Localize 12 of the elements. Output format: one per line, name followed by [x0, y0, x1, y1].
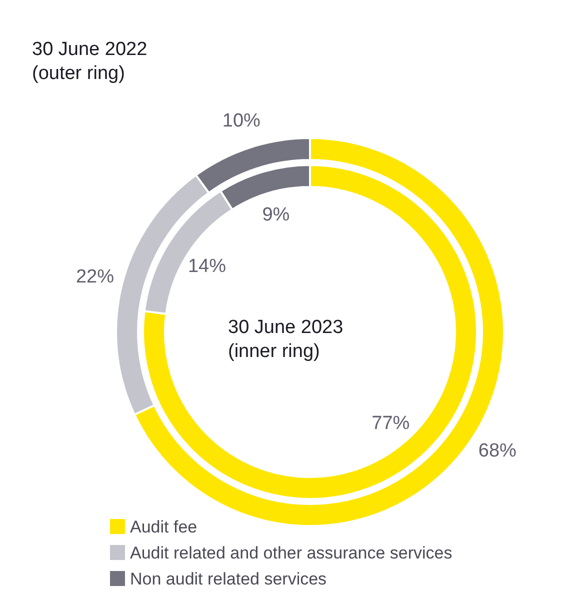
data-label: 68% — [478, 440, 517, 462]
legend-label: Non audit related services — [130, 570, 327, 588]
legend-label: Audit related and other assurance services — [130, 544, 452, 562]
data-label: 77% — [372, 413, 410, 434]
data-label: 14% — [188, 256, 226, 278]
data-label: 9% — [262, 204, 290, 226]
text: 30 June 2023 (inner ring) — [228, 317, 344, 362]
legend-label: Audit fee — [130, 518, 198, 536]
data-label: 10% — [222, 110, 261, 132]
data-label: 22% — [76, 266, 114, 288]
donut-slice — [142, 164, 478, 500]
chart-title: 30 June 2022 (outer ring) — [32, 39, 148, 84]
